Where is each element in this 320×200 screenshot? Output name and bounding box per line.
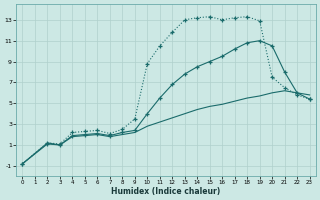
X-axis label: Humidex (Indice chaleur): Humidex (Indice chaleur) [111,187,221,196]
